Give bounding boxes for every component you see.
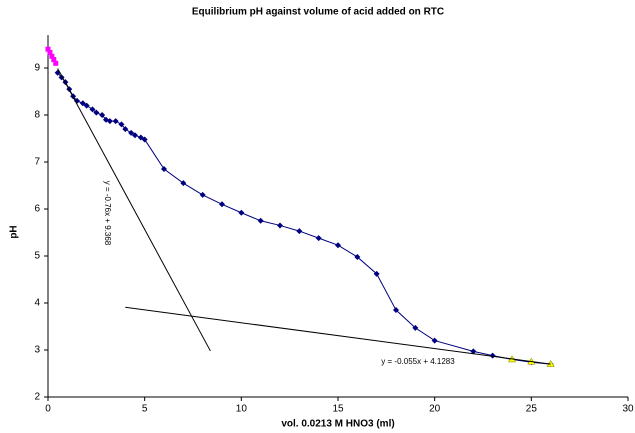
y-tick-label: 8 <box>34 110 40 121</box>
x-tick-label: 20 <box>429 404 441 415</box>
point <box>132 132 138 139</box>
point <box>79 100 86 107</box>
point <box>161 166 167 173</box>
x-tick-label: 30 <box>622 404 634 415</box>
point <box>180 180 187 187</box>
x-tick-label: 10 <box>236 404 248 415</box>
x-tick-label: 15 <box>332 404 344 415</box>
point <box>112 118 119 125</box>
point <box>47 49 53 55</box>
y-tick-label: 6 <box>34 204 40 215</box>
point <box>431 337 438 344</box>
y-tick-label: 5 <box>34 251 40 262</box>
point <box>118 121 125 128</box>
x-tick-label: 25 <box>526 404 538 415</box>
point <box>470 348 477 355</box>
point <box>49 53 55 59</box>
x-tick-label: 0 <box>45 404 51 415</box>
y-tick-label: 7 <box>34 157 40 168</box>
y-tick-label: 3 <box>34 345 40 356</box>
y-tick-label: 4 <box>34 298 40 309</box>
point <box>296 228 303 235</box>
series-line <box>57 72 551 365</box>
annotation: y = -0.055x + 4.1283 <box>381 357 455 366</box>
y-tick-label: 9 <box>34 63 40 74</box>
point <box>53 60 59 66</box>
chart-title: Equilibrium pH against volume of acid ad… <box>192 7 444 18</box>
point <box>412 324 419 331</box>
point <box>141 136 148 143</box>
point <box>257 217 264 224</box>
series-line <box>125 306 551 365</box>
point <box>219 201 225 208</box>
point <box>393 307 399 314</box>
y-tick-label: 2 <box>34 392 40 403</box>
point <box>315 235 322 242</box>
point <box>45 46 51 52</box>
point <box>122 126 129 133</box>
point <box>83 102 90 109</box>
point <box>373 270 380 277</box>
y-axis-title: pH <box>9 225 20 238</box>
series-line <box>57 68 211 352</box>
point <box>89 106 96 113</box>
x-tick-label: 5 <box>142 404 148 415</box>
x-axis-title: vol. 0.0213 M HNO3 (ml) <box>281 419 394 430</box>
point <box>199 191 206 198</box>
point <box>238 209 245 216</box>
point <box>106 118 113 125</box>
point <box>93 109 100 116</box>
annotation: y = -0.76x + 9.368 <box>103 181 112 246</box>
point <box>128 129 135 136</box>
point <box>354 253 361 260</box>
point <box>335 242 341 249</box>
point <box>99 112 106 118</box>
point <box>277 222 283 229</box>
point <box>51 57 57 63</box>
point <box>489 352 496 359</box>
